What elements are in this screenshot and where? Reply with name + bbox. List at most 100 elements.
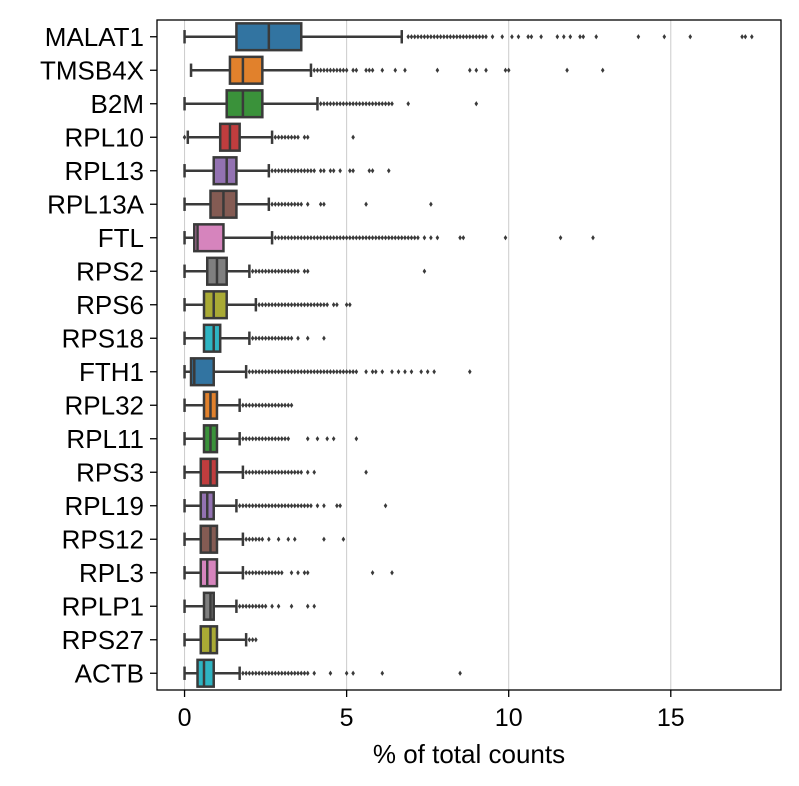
outlier-point — [270, 402, 274, 408]
outlier-point — [286, 670, 291, 676]
outlier-point — [351, 235, 355, 241]
outlier-point — [276, 670, 281, 676]
outlier-point — [558, 235, 563, 241]
outlier-point — [386, 235, 391, 241]
box-rpl3 — [183, 558, 394, 588]
outlier-point — [247, 536, 252, 542]
outlier-point — [260, 603, 265, 609]
outlier-point — [458, 670, 462, 676]
outlier-point — [254, 402, 258, 408]
outlier-point — [267, 503, 271, 509]
outlier-point — [419, 34, 423, 40]
grid-layer — [184, 20, 672, 690]
outlier-point — [257, 670, 261, 676]
outlier-point — [636, 34, 641, 40]
outlier-point — [257, 536, 261, 542]
outlier-point — [289, 603, 294, 609]
outlier-point — [318, 168, 323, 174]
outlier-point — [374, 369, 378, 375]
outlier-point — [273, 469, 278, 475]
outlier-point — [364, 101, 368, 107]
outlier-point — [283, 235, 287, 241]
outlier-point — [351, 134, 355, 140]
outlier-point — [299, 670, 304, 676]
outlier-point — [451, 34, 456, 40]
outlier-point — [237, 603, 242, 609]
outlier-point — [296, 201, 300, 207]
outlier-point — [267, 402, 271, 408]
outlier-point — [341, 101, 346, 107]
outlier-point — [283, 436, 287, 442]
outlier-point — [292, 369, 297, 375]
outlier-point — [273, 235, 278, 241]
outlier-point — [302, 302, 307, 308]
outlier-point — [315, 503, 320, 509]
outlier-point — [250, 503, 255, 509]
outlier-point — [260, 436, 265, 442]
outlier-point — [322, 67, 326, 73]
outlier-point — [416, 34, 420, 40]
outlier-point — [305, 235, 310, 241]
outlier-point — [270, 469, 274, 475]
outlier-point — [267, 302, 271, 308]
outlier-point — [380, 101, 385, 107]
outlier-point — [322, 369, 326, 375]
outlier-point — [364, 469, 368, 475]
outlier-point — [318, 101, 323, 107]
outlier-point — [370, 570, 375, 576]
box-fth1 — [183, 357, 472, 387]
outlier-point — [241, 436, 245, 442]
outlier-point — [565, 67, 569, 73]
outlier-point — [344, 67, 349, 73]
outlier-point — [286, 436, 291, 442]
outlier-point — [351, 67, 355, 73]
box-rpl19 — [183, 491, 388, 521]
outlier-point — [296, 302, 300, 308]
outlier-point — [289, 134, 294, 140]
outlier-point — [325, 101, 329, 107]
outlier-point — [247, 436, 252, 442]
gene-label: TMSB4X — [40, 55, 144, 85]
outlier-point — [315, 235, 320, 241]
outlier-point — [244, 603, 248, 609]
outlier-point — [257, 402, 261, 408]
outlier-point — [292, 536, 297, 542]
outlier-point — [250, 469, 255, 475]
outlier-point — [539, 34, 543, 40]
outlier-point — [257, 302, 261, 308]
outlier-point — [296, 469, 300, 475]
gene-label: RPL11 — [66, 424, 144, 454]
outlier-point — [432, 34, 436, 40]
outlier-point — [299, 302, 304, 308]
outlier-point — [578, 34, 582, 40]
outlier-point — [357, 235, 362, 241]
outlier-point — [296, 335, 300, 341]
outlier-point — [260, 369, 265, 375]
outlier-point — [322, 302, 326, 308]
outlier-point — [283, 335, 287, 341]
outlier-point — [276, 235, 281, 241]
outlier-point — [312, 235, 317, 241]
outlier-point — [526, 34, 530, 40]
outlier-point — [250, 570, 255, 576]
gene-label: B2M — [91, 89, 144, 119]
outlier-point — [390, 369, 394, 375]
outlier-point — [335, 369, 339, 375]
outlier-point — [273, 268, 278, 274]
outlier-point — [344, 369, 349, 375]
outlier-point — [244, 670, 248, 676]
outlier-point — [270, 268, 274, 274]
outlier-point — [280, 168, 284, 174]
outlier-point — [312, 67, 317, 73]
outlier-point — [409, 34, 414, 40]
outlier-point — [254, 469, 258, 475]
outlier-point — [270, 436, 274, 442]
outlier-point — [354, 369, 359, 375]
outlier-point — [305, 570, 310, 576]
outlier-point — [370, 67, 375, 73]
outlier-point — [280, 369, 284, 375]
outlier-point — [419, 369, 423, 375]
box-rpl13 — [183, 156, 391, 186]
